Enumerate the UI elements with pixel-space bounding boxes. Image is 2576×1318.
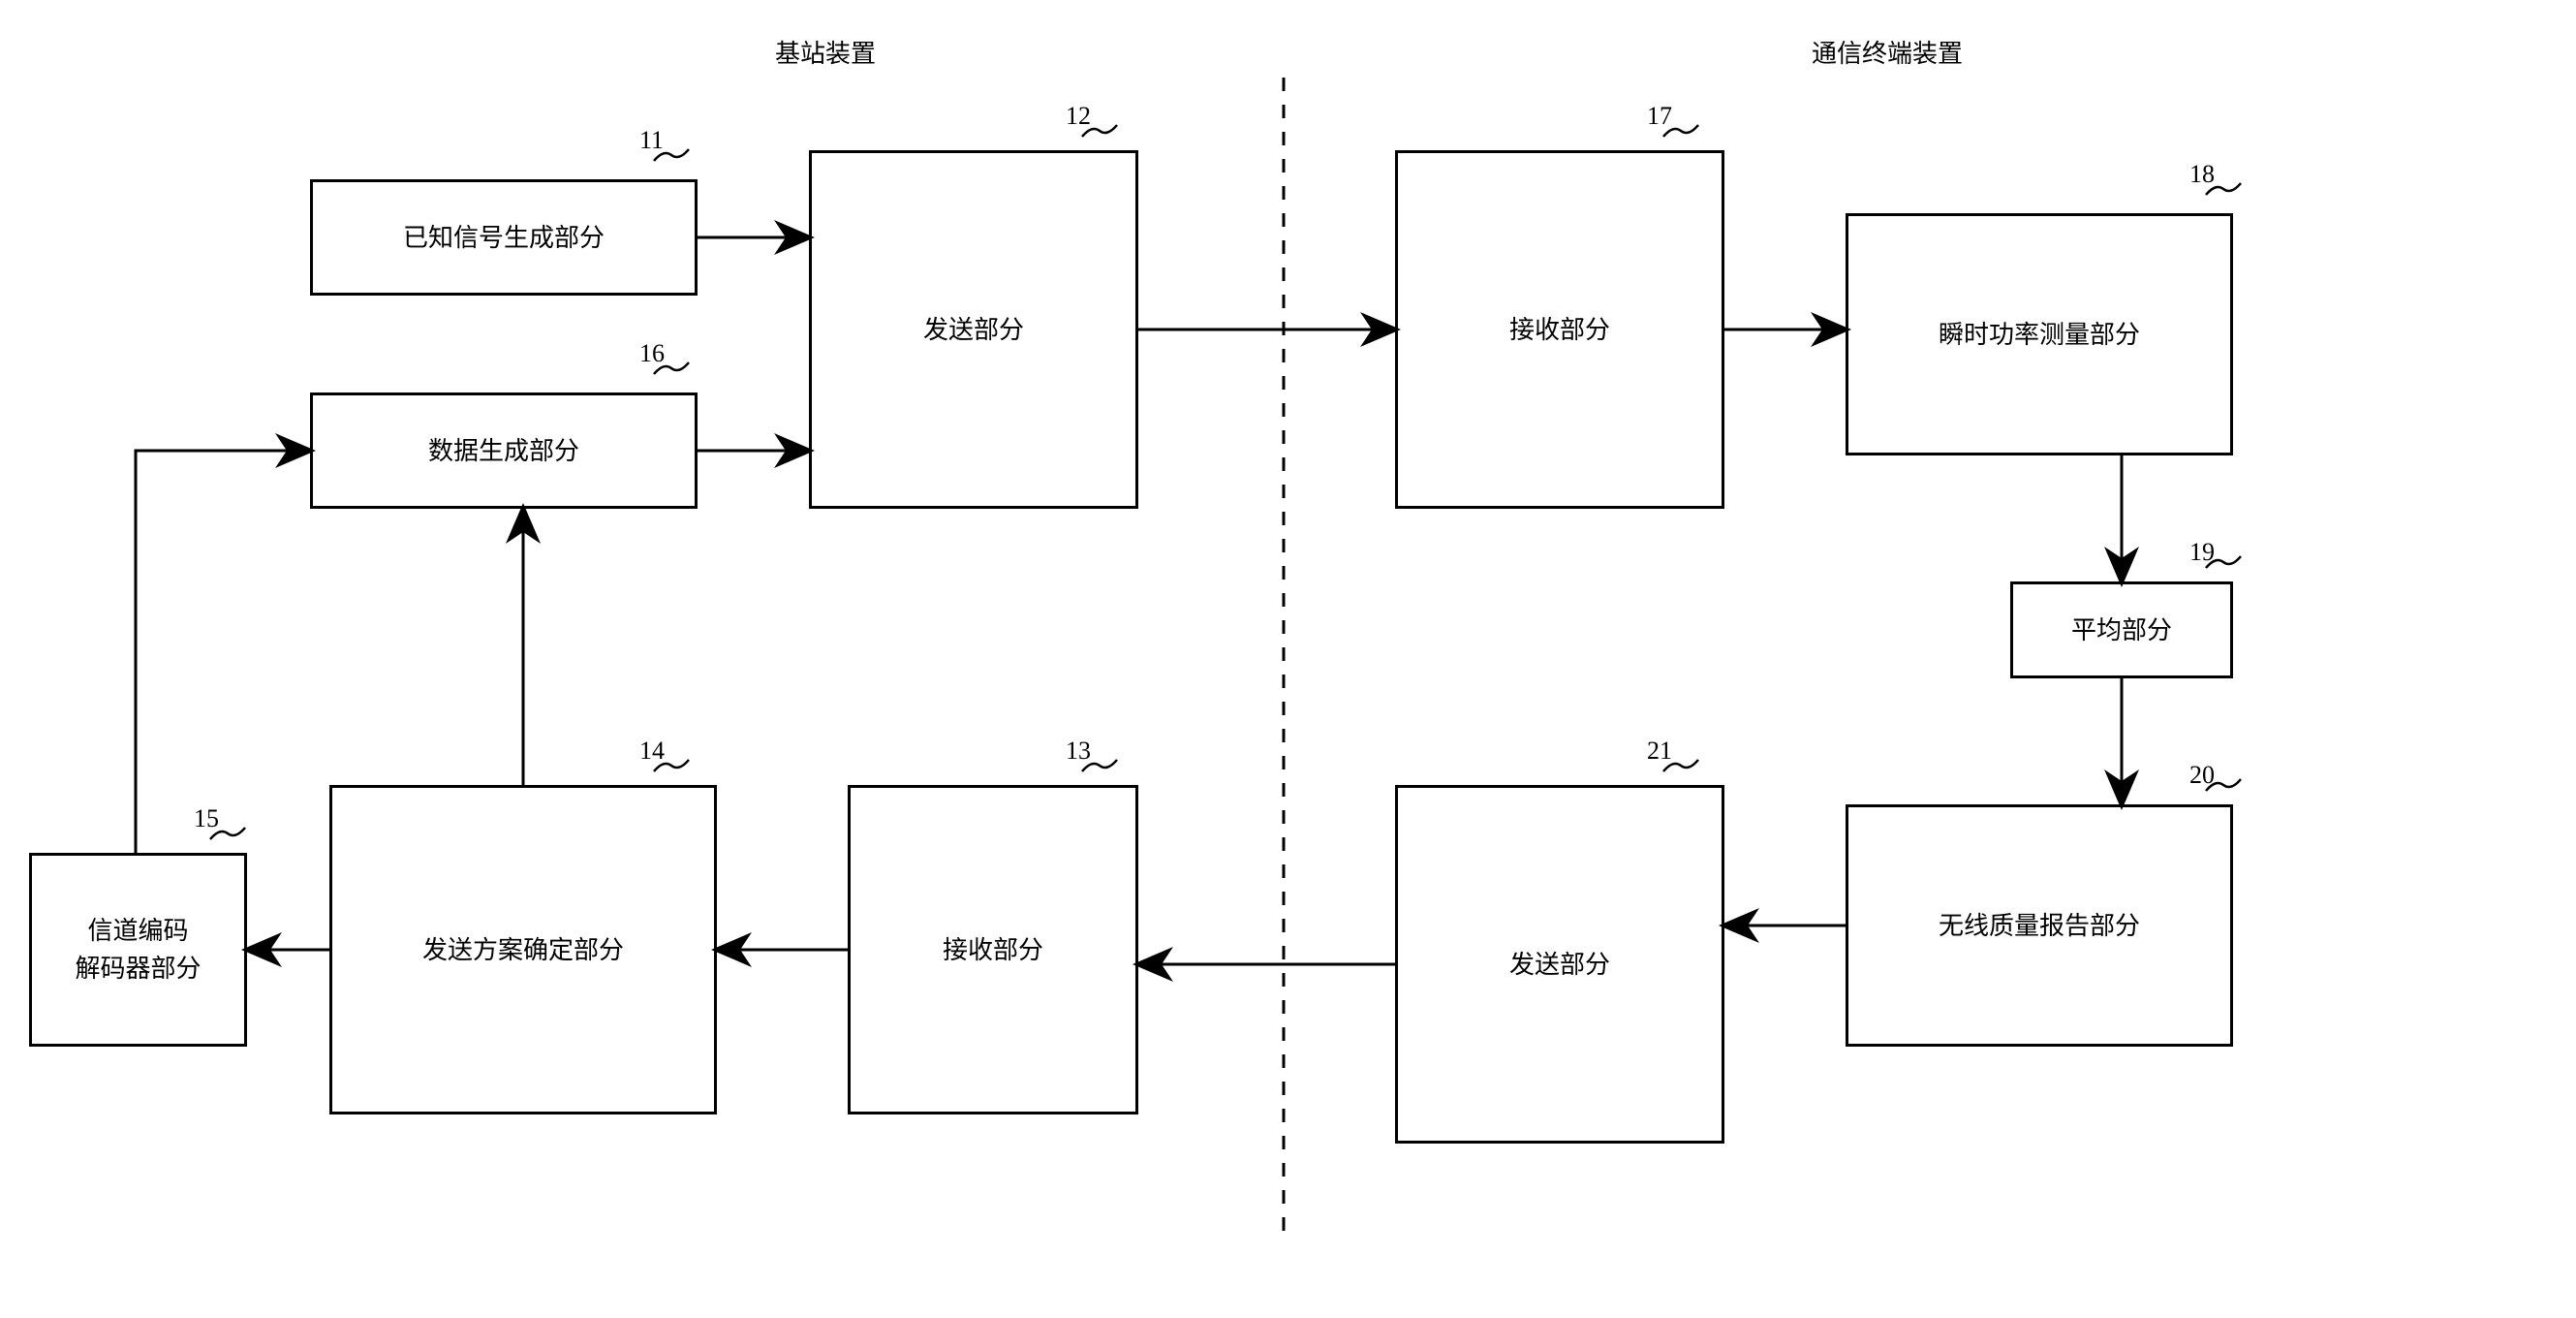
node-12-transmit: 发送部分 (809, 150, 1138, 509)
node-21-label: 发送部分 (1509, 946, 1610, 984)
node-13-label: 接收部分 (943, 931, 1043, 969)
num-13: 13 (1066, 737, 1091, 766)
num-19: 19 (2189, 538, 2215, 567)
node-11-known-signal-gen: 已知信号生成部分 (310, 179, 698, 296)
num-20: 20 (2189, 761, 2215, 790)
node-18-label: 瞬时功率测量部分 (1939, 316, 2140, 354)
node-12-label: 发送部分 (923, 311, 1024, 349)
num-18: 18 (2189, 160, 2215, 189)
node-16-data-gen: 数据生成部分 (310, 392, 698, 509)
node-17-receive: 接收部分 (1395, 150, 1724, 509)
node-20-quality-report: 无线质量报告部分 (1846, 804, 2233, 1047)
header-right: 通信终端装置 (1812, 34, 1963, 70)
num-14: 14 (639, 737, 665, 766)
node-14-tx-scheme-decide: 发送方案确定部分 (329, 785, 717, 1114)
node-11-label: 已知信号生成部分 (403, 219, 605, 257)
num-11: 11 (639, 126, 664, 155)
node-20-label: 无线质量报告部分 (1939, 907, 2140, 945)
node-19-average: 平均部分 (2010, 581, 2233, 678)
node-15-channel-codec: 信道编码 解码器部分 (29, 853, 247, 1047)
node-13-receive: 接收部分 (848, 785, 1138, 1114)
num-16: 16 (639, 339, 665, 368)
num-12: 12 (1066, 102, 1091, 131)
node-16-label: 数据生成部分 (428, 432, 579, 470)
num-21: 21 (1647, 737, 1672, 766)
node-14-label: 发送方案确定部分 (422, 931, 624, 969)
node-18-instant-power-measure: 瞬时功率测量部分 (1846, 213, 2233, 455)
node-19-label: 平均部分 (2071, 612, 2172, 649)
node-21-transmit: 发送部分 (1395, 785, 1724, 1144)
node-15-label: 信道编码 解码器部分 (75, 912, 201, 988)
num-15: 15 (194, 804, 219, 833)
header-left: 基站装置 (775, 34, 876, 70)
num-17: 17 (1647, 102, 1672, 131)
node-17-label: 接收部分 (1509, 311, 1610, 349)
